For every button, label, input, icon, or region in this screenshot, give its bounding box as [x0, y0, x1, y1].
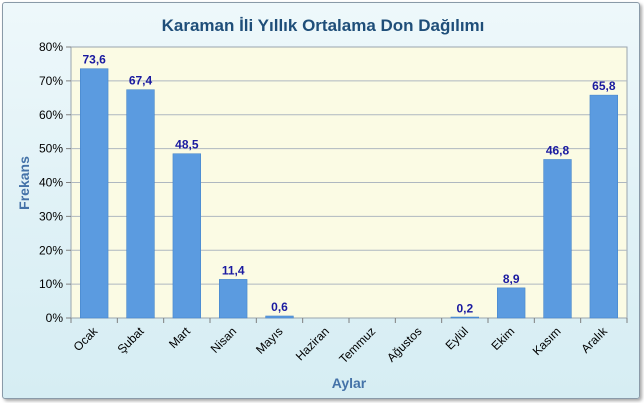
x-tick-label-3: Nisan — [208, 324, 240, 356]
bar-chart: Karaman İli Yıllık Ortalama Don Dağılımı… — [16, 16, 628, 391]
y-tick-label: 0% — [46, 311, 64, 325]
data-label-8: 0,2 — [456, 301, 473, 315]
y-tick-label: 80% — [39, 40, 63, 54]
bar-2 — [172, 153, 201, 319]
x-tick-label-7: Ağustos — [384, 324, 425, 365]
x-axis-ticks: Ocak Şubat Mart Nisan Mayıs Haziran Temmuz Ağus… — [70, 318, 628, 366]
y-tick-label: 40% — [39, 176, 63, 190]
data-label-3: 11,4 — [222, 263, 245, 277]
data-label-9: 8,9 — [503, 272, 520, 286]
data-label-2: 48,5 — [175, 138, 199, 152]
bar-3 — [219, 279, 248, 319]
chart-title: Karaman İli Yıllık Ortalama Don Dağılımı — [162, 16, 485, 35]
grid-lines — [71, 80, 627, 285]
x-tick-label-0: Ocak — [71, 324, 101, 354]
x-tick-label-2: Mart — [166, 324, 193, 351]
x-tick-label-5: Haziran — [293, 324, 332, 363]
data-label-4: 0,6 — [271, 300, 288, 314]
chart-frame: Karaman İli Yıllık Ortalama Don Dağılımı… — [2, 2, 640, 399]
bar-0 — [80, 68, 109, 319]
x-tick-label-4: Mayıs — [253, 324, 286, 357]
data-label-1: 67,4 — [129, 74, 153, 88]
x-axis-title: Aylar — [332, 375, 367, 391]
bars — [80, 68, 618, 319]
y-axis-ticks: 0% 10% 20% 30% 40% 50% 60% 70% 80% — [39, 40, 71, 325]
data-labels: 73,6 67,4 48,5 11,4 0,6 0,2 8,9 46,8 65,8 — [82, 53, 615, 316]
data-label-11: 65,8 — [592, 79, 616, 93]
bar-1 — [126, 89, 155, 319]
x-tick-label-9: Ekim — [489, 324, 518, 353]
bar-8 — [450, 316, 479, 319]
x-tick-label-10: Kasım — [530, 324, 564, 358]
bar-10 — [543, 159, 572, 319]
y-tick-label: 20% — [39, 243, 63, 257]
bar-11 — [589, 94, 618, 319]
y-tick-label: 50% — [39, 142, 63, 156]
data-label-10: 46,8 — [546, 143, 570, 157]
y-axis-title: Frekans — [16, 156, 32, 210]
bar-9 — [497, 287, 526, 319]
y-tick-label: 60% — [39, 108, 63, 122]
data-label-0: 73,6 — [82, 53, 106, 67]
y-tick-label: 30% — [39, 209, 63, 223]
x-tick-label-1: Şubat — [115, 324, 148, 357]
y-tick-label: 10% — [39, 277, 63, 291]
x-tick-label-11: Aralık — [578, 324, 610, 356]
y-tick-label: 70% — [39, 74, 63, 88]
x-tick-label-6: Temmuz — [336, 324, 378, 366]
x-tick-label-8: Eylül — [443, 324, 471, 352]
bar-4 — [265, 315, 294, 319]
